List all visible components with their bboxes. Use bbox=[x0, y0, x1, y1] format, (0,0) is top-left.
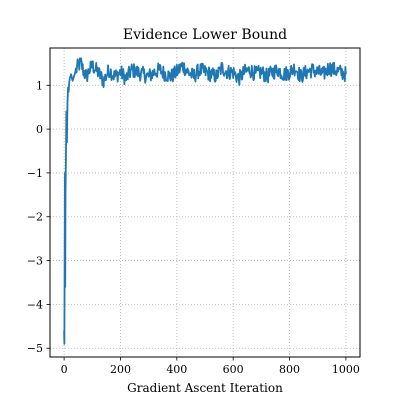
y-tick-label: −3 bbox=[27, 255, 43, 268]
series-layer bbox=[63, 57, 347, 345]
y-tick-label: 1 bbox=[36, 79, 43, 92]
y-tick-label: −2 bbox=[27, 211, 43, 224]
x-tick-label: 800 bbox=[279, 363, 300, 376]
chart-title: Evidence Lower Bound bbox=[123, 27, 287, 43]
x-tick-label: 0 bbox=[61, 363, 68, 376]
y-tick-label: −1 bbox=[27, 167, 43, 180]
plot-frame bbox=[49, 47, 361, 358]
y-tick-label: −4 bbox=[27, 298, 43, 311]
y-tick-label: 0 bbox=[36, 123, 43, 136]
y-tick-label: −5 bbox=[27, 342, 43, 355]
x-tick-label: 600 bbox=[223, 363, 244, 376]
x-tick-label: 200 bbox=[110, 363, 131, 376]
x-axis-label: Gradient Ascent Iteration bbox=[127, 381, 283, 395]
x-tick-label: 1000 bbox=[332, 363, 360, 376]
elbo-series-line bbox=[63, 57, 347, 345]
x-tick-label: 400 bbox=[166, 363, 187, 376]
tick-layer: 0 200 400 600 800 1000 −5 −4 −3 −2 −1 0 1 bbox=[27, 79, 360, 376]
